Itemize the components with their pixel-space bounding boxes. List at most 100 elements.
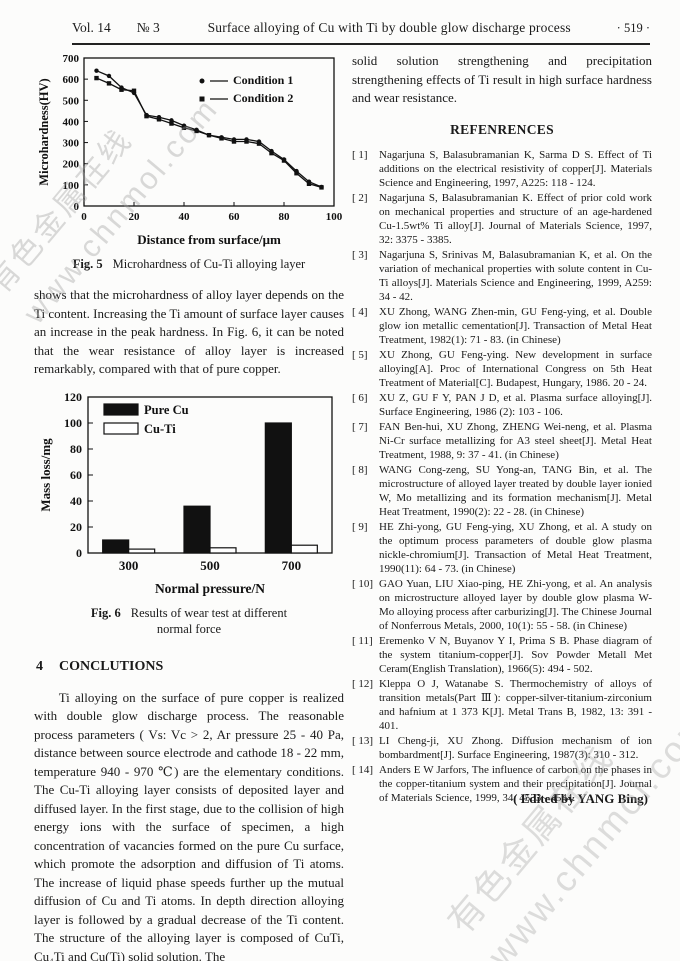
reference-text: Nagarjuna S, Srinivas M, Balasubramanian…	[379, 248, 652, 303]
conclusion-paragraph: Ti alloying on the surface of pure coppe…	[34, 689, 344, 961]
volume-label: Vol. 14	[72, 20, 111, 35]
svg-text:40: 40	[179, 211, 191, 223]
svg-text:0: 0	[81, 211, 87, 223]
fig6-caption-line1: Results of wear test at different	[130, 605, 288, 620]
svg-text:200: 200	[63, 159, 80, 171]
reference-item: [ 6] XU Z, GU F Y, PAN J D, et al. Plasma…	[352, 391, 652, 419]
reference-text: XU Z, GU F Y, PAN J D, et al. Plasma sur…	[379, 391, 652, 418]
page-number: · 519 ·	[616, 21, 650, 35]
references-title: REFENRENCES	[450, 121, 554, 137]
svg-text:700: 700	[282, 558, 302, 573]
svg-text:700: 700	[63, 53, 80, 65]
reference-item: [ 1] Nagarjuna S, Balasubramanian K, Sarm…	[352, 148, 652, 190]
reference-number: [ 2]	[352, 191, 368, 204]
svg-text:500: 500	[200, 558, 220, 573]
svg-text:600: 600	[63, 74, 80, 86]
references-list: [ 1] Nagarjuna S, Balasubramanian K, Sarm…	[352, 148, 652, 805]
svg-text:120: 120	[64, 390, 82, 404]
svg-text:Cu-Ti: Cu-Ti	[144, 422, 176, 436]
reference-item: [ 8] WANG Cong-zeng, SU Yong-an, TANG Bin…	[352, 463, 652, 519]
reference-text: LI Cheng-ji, XU Zhong. Diffusion mechani…	[379, 734, 652, 761]
reference-item: [ 9] HE Zhi-yong, GU Feng-ying, XU Zhong,…	[352, 520, 652, 576]
reference-item: [ 4] XU Zhong, WANG Zhen-min, GU Feng-yin…	[352, 305, 652, 347]
reference-item: [ 3] Nagarjuna S, Srinivas M, Balasubrama…	[352, 248, 652, 304]
fig5-caption-text: Microhardness of Cu-Ti alloying layer	[112, 257, 306, 271]
reference-item: [ 12] Kleppa O J, Watanabe S. Thermochemi…	[352, 677, 652, 733]
fig6-caption-line2: normal force	[156, 621, 222, 636]
fig5-line-chart: 0 20 40 60 80 100 0 100 200 300 400 500 600 700 Condit…	[34, 48, 344, 250]
reference-item: [ 5] XU Zhong, GU Feng-ying. New developm…	[352, 348, 652, 390]
left-column: 0 20 40 60 80 100 0 100 200 300 400 500 600 700 Condit…	[34, 48, 344, 961]
reference-number: [ 13]	[352, 734, 374, 747]
reference-number: [ 4]	[352, 305, 368, 318]
svg-text:40: 40	[70, 494, 82, 508]
reference-number: [ 14]	[352, 763, 374, 776]
right-column: solid solution strengthening and precipi…	[352, 52, 652, 807]
svg-text:100: 100	[63, 180, 80, 192]
svg-text:0: 0	[74, 201, 80, 213]
svg-text:20: 20	[70, 520, 82, 534]
reference-item: [ 7] FAN Ben-hui, XU Zhong, ZHENG Wei-nen…	[352, 420, 652, 462]
reference-number: [ 3]	[352, 248, 368, 261]
fig5-caption-label: Fig. 5	[72, 257, 103, 271]
reference-text: FAN Ben-hui, XU Zhong, ZHENG Wei-neng, e…	[379, 420, 652, 461]
svg-text:500: 500	[63, 95, 80, 107]
reference-number: [ 9]	[352, 520, 368, 533]
reference-number: [ 10]	[352, 577, 374, 590]
reference-item: [ 2] Nagarjuna S, Balasubramanian K. Effe…	[352, 191, 652, 247]
svg-text:Pure Cu: Pure Cu	[144, 403, 189, 417]
reference-text: Nagarjuna S, Balasubramanian K. Effect o…	[379, 191, 652, 246]
svg-text:60: 60	[70, 468, 82, 482]
svg-text:Mass loss/mg: Mass loss/mg	[38, 437, 53, 511]
fig5-caption: Fig. 5 Microhardness of Cu-Ti alloying la…	[34, 256, 344, 272]
reference-text: Kleppa O J, Watanabe S. Thermochemistry …	[379, 677, 652, 732]
issue-label: № 3	[136, 20, 160, 35]
svg-text:300: 300	[119, 558, 138, 573]
reference-text: Anders E W Jarfors, The influence of car…	[379, 763, 652, 804]
fig6-bar-chart: 0 20 40 60 80 100 120 300 500 700 Pure Cu Cu-Ti Norm…	[34, 387, 344, 599]
reference-number: [ 6]	[352, 391, 368, 404]
page-header: Vol. 14 № 3 Surface alloying of Cu with …	[72, 20, 650, 45]
body-paragraph: shows that the microhardness of alloy la…	[34, 287, 345, 376]
body-paragraph: solid solution strengthening and precipi…	[352, 53, 652, 105]
reference-number: [ 12]	[352, 677, 374, 690]
reference-text: Eremenko V N, Buyanov Y I, Prima S B. Ph…	[379, 634, 652, 675]
svg-text:Normal pressure/N: Normal pressure/N	[155, 581, 265, 596]
section-heading: 4 CONCLUTIONS	[36, 659, 344, 675]
fig6-caption-label: Fig. 6	[90, 605, 121, 620]
reference-item: [ 10] GAO Yuan, LIU Xiao-ping, HE Zhi-yon…	[352, 577, 652, 633]
reference-text: GAO Yuan, LIU Xiao-ping, HE Zhi-yong, et…	[379, 577, 652, 632]
svg-text:60: 60	[229, 211, 241, 223]
reference-item: [ 14] Anders E W Jarfors, The influence o…	[352, 763, 652, 805]
reference-text: HE Zhi-yong, GU Feng-ying, XU Zhong, et …	[379, 520, 652, 575]
svg-text:400: 400	[63, 116, 80, 128]
section-title: CONCLUTIONS	[59, 658, 164, 674]
svg-text:100: 100	[326, 211, 342, 223]
reference-text: XU Zhong, WANG Zhen-min, GU Feng-ying, e…	[379, 305, 652, 346]
svg-text:Distance from surface/μm: Distance from surface/μm	[137, 232, 281, 247]
section-number: 4	[36, 658, 43, 674]
svg-text:20: 20	[129, 211, 141, 223]
reference-text: XU Zhong, GU Feng-ying. New development …	[379, 348, 652, 389]
reference-number: [ 5]	[352, 348, 368, 361]
reference-number: [ 1]	[352, 148, 368, 161]
svg-text:80: 80	[70, 442, 82, 456]
reference-item: [ 13] LI Cheng-ji, XU Zhong. Diffusion me…	[352, 734, 652, 762]
reference-text: Nagarjuna S, Balasubramanian K, Sarma D …	[379, 148, 652, 189]
running-title: Surface alloying of Cu with Ti by double…	[207, 20, 571, 35]
reference-number: [ 7]	[352, 420, 368, 433]
svg-text:80: 80	[279, 211, 291, 223]
reference-item: [ 11] Eremenko V N, Buyanov Y I, Prima S …	[352, 634, 652, 676]
svg-text:Microhardness(HV): Microhardness(HV)	[37, 78, 51, 185]
svg-text:Condition 2: Condition 2	[233, 91, 293, 105]
svg-text:0: 0	[76, 546, 82, 560]
reference-number: [ 8]	[352, 463, 368, 476]
svg-text:Condition 1: Condition 1	[233, 73, 293, 87]
fig6-caption: Fig. 6 Results of wear test at different …	[34, 605, 344, 637]
reference-text: WANG Cong-zeng, SU Yong-an, TANG Bin, et…	[379, 463, 652, 518]
edited-by-note: ( Edited by YANG Bing)	[513, 790, 648, 806]
svg-text:300: 300	[63, 138, 80, 150]
reference-number: [ 11]	[352, 634, 373, 647]
svg-text:100: 100	[64, 416, 82, 430]
